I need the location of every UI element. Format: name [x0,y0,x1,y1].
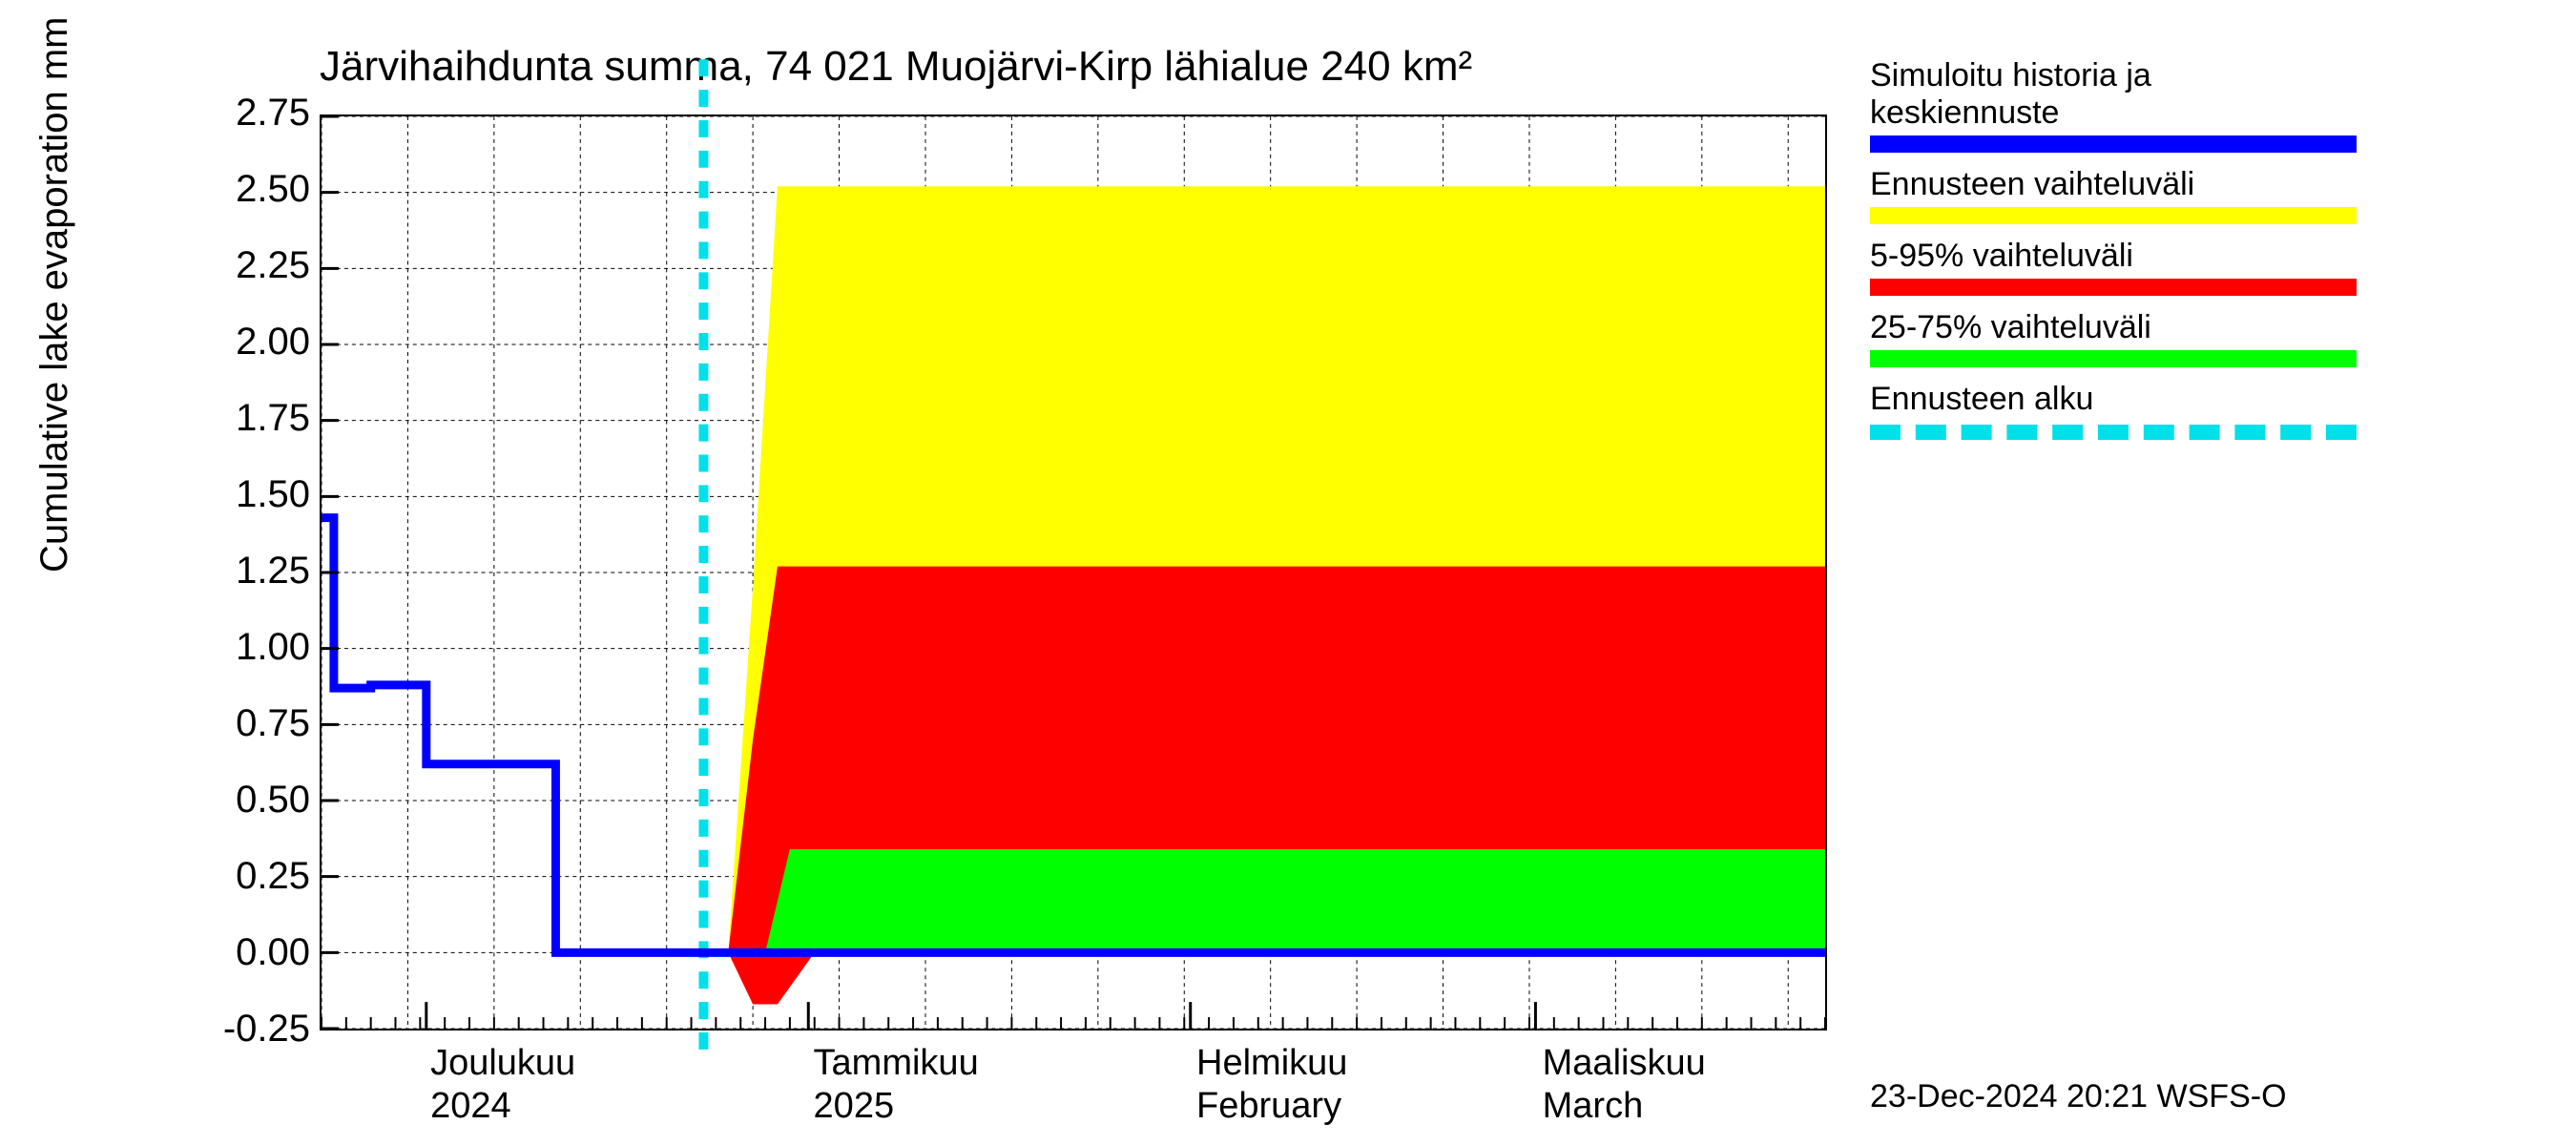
x-tick-sublabel: March [1543,1086,1644,1127]
y-tick-label: 1.50 [215,473,310,516]
x-tick-label: Helmikuu [1196,1043,1347,1084]
x-tick-label: Maaliskuu [1543,1043,1706,1084]
legend-item: 5-95% vaihteluväli [1870,238,2538,296]
x-tick-sublabel: 2024 [430,1086,511,1127]
y-tick-label: 2.50 [215,168,310,211]
x-tick-label: Joulukuu [430,1043,575,1084]
timestamp: 23-Dec-2024 20:21 WSFS-O [1870,1078,2287,1115]
legend-label: Ennusteen vaihteluväli [1870,166,2538,203]
y-tick-label: 2.00 [215,321,310,364]
legend-label: 25-75% vaihteluväli [1870,309,2538,346]
y-tick-label: 0.75 [215,702,310,745]
y-tick-label: 0.25 [215,855,310,898]
chart-container: Järvihaihdunta summa, 74 021 Muojärvi-Ki… [0,0,2576,1145]
x-tick-label: Tammikuu [814,1043,979,1084]
legend-swatch [1870,207,2357,224]
y-tick-label: 1.75 [215,397,310,440]
legend-item: 25-75% vaihteluväli [1870,309,2538,367]
plot-area [320,114,1827,1030]
y-tick-label: -0.25 [215,1008,310,1051]
y-tick-label: 1.25 [215,550,310,593]
y-tick-label: 0.50 [215,779,310,822]
plot-svg [322,116,1825,1029]
legend-item: Ennusteen vaihteluväli [1870,166,2538,224]
legend-item: Simuloitu historia ja keskiennuste [1870,57,2538,153]
legend-swatch [1870,425,2357,440]
legend-label: Simuloitu historia ja keskiennuste [1870,57,2538,132]
y-axis-label: Cumulative lake evaporation mm [33,17,76,572]
legend-label: 5-95% vaihteluväli [1870,238,2538,275]
legend-swatch [1870,135,2357,153]
legend-item: Ennusteen alku [1870,381,2538,439]
y-tick-label: 1.00 [215,626,310,669]
chart-title: Järvihaihdunta summa, 74 021 Muojärvi-Ki… [320,43,1472,91]
y-tick-label: 2.25 [215,244,310,287]
x-tick-sublabel: February [1196,1086,1341,1127]
legend-swatch [1870,350,2357,367]
y-tick-label: 2.75 [215,92,310,135]
legend: Simuloitu historia ja keskiennuste Ennust… [1870,57,2538,453]
legend-label: Ennusteen alku [1870,381,2538,418]
y-tick-label: 0.00 [215,931,310,974]
x-tick-sublabel: 2025 [814,1086,895,1127]
legend-swatch [1870,279,2357,296]
